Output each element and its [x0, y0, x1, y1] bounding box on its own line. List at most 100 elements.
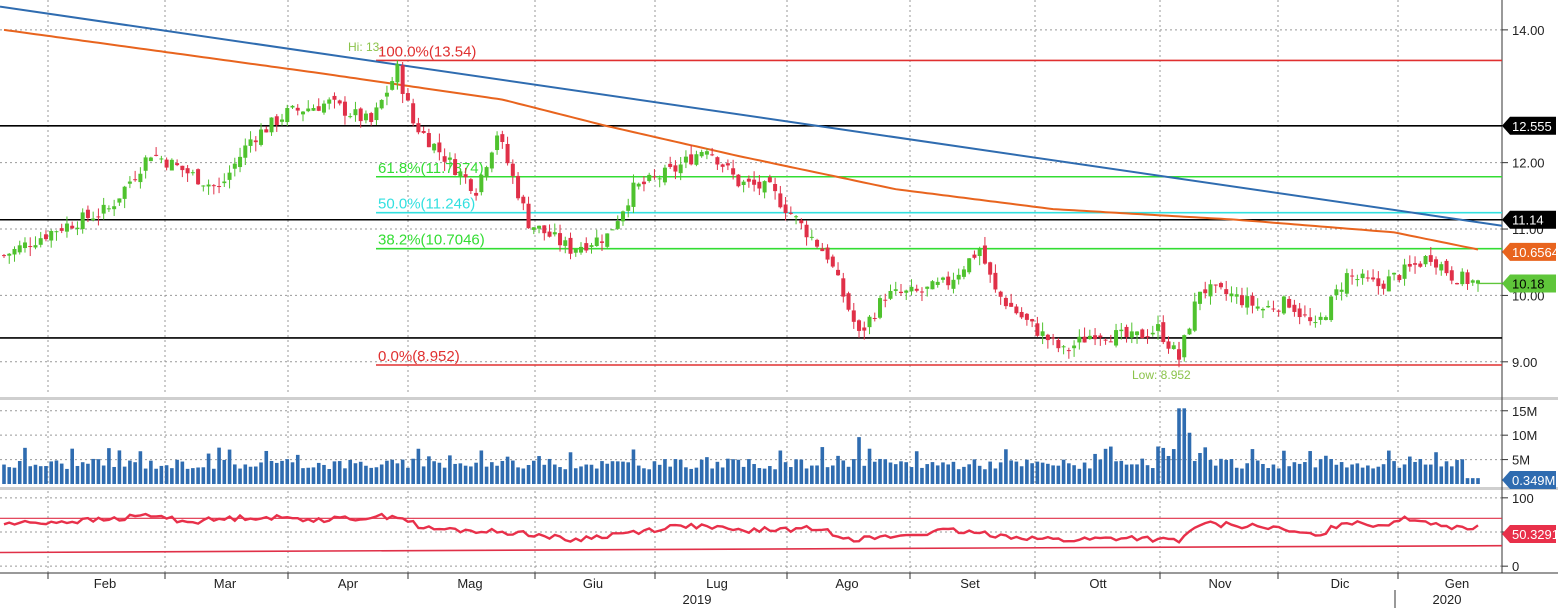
- candle-body: [1229, 293, 1234, 297]
- candle-body: [1302, 314, 1307, 316]
- volume-bar: [794, 459, 798, 484]
- price-badge-label: 11.14: [1512, 213, 1544, 228]
- volume-bar: [1318, 459, 1323, 484]
- volume-bar: [1072, 465, 1076, 484]
- candle-body: [437, 142, 442, 153]
- volume-bar: [820, 447, 825, 484]
- volume-bar: [421, 466, 426, 484]
- candle-body: [846, 293, 851, 310]
- volume-bar: [983, 469, 987, 484]
- volume-bar: [1381, 464, 1386, 484]
- x-tick-label: Ago: [835, 576, 858, 591]
- candle-body: [599, 241, 604, 243]
- candle-body: [400, 65, 405, 94]
- candle-body: [80, 212, 85, 230]
- candle-body: [626, 205, 631, 211]
- candle-body: [253, 140, 258, 143]
- volume-bar: [1313, 467, 1318, 484]
- candle-body: [815, 239, 820, 247]
- volume-bar: [185, 468, 190, 484]
- x-tick-label: Giu: [583, 576, 603, 591]
- candle-body: [217, 186, 222, 188]
- candle-body: [321, 103, 326, 113]
- candle-body: [851, 310, 856, 322]
- candle-body: [384, 92, 389, 97]
- volume-bar: [951, 461, 956, 484]
- candle-body: [652, 176, 657, 178]
- volume-tick-label: 10M: [1512, 428, 1537, 443]
- candle-body: [699, 151, 704, 157]
- volume-bar: [337, 461, 342, 484]
- volume-bar: [857, 437, 861, 484]
- volume-bar: [909, 467, 914, 484]
- volume-bar: [406, 467, 410, 484]
- candle-body: [752, 179, 757, 185]
- candle-body: [1276, 310, 1281, 312]
- volume-bar: [1208, 459, 1213, 484]
- candle-body: [342, 101, 347, 116]
- trendline: [0, 5, 1503, 227]
- candle-body: [951, 279, 956, 289]
- volume-bar: [390, 459, 394, 484]
- volume-bar: [191, 468, 195, 484]
- candle-body: [474, 192, 479, 196]
- candle-body: [909, 286, 914, 292]
- volume-bar: [893, 464, 898, 484]
- candle-body: [222, 181, 227, 184]
- volume-bar: [332, 461, 337, 484]
- volume-bar: [1292, 462, 1297, 484]
- volume-bar: [285, 459, 290, 484]
- candle-body: [558, 233, 563, 246]
- panel-borders: [0, 0, 1558, 574]
- price-badge-label: 10.6564: [1512, 245, 1558, 260]
- volume-bar: [65, 468, 69, 484]
- volume-bar: [668, 466, 672, 484]
- support-resistance-lines: [0, 125, 1502, 339]
- volume-bar: [101, 465, 106, 484]
- volume-bar: [1182, 408, 1187, 484]
- volume-bar: [469, 466, 473, 484]
- volume-bar: [1030, 463, 1034, 484]
- volume-bar: [143, 468, 148, 484]
- volume-bar: [532, 460, 536, 484]
- candle-body: [248, 139, 253, 146]
- candle-body: [1035, 323, 1040, 336]
- oscillator-badge: [1502, 525, 1556, 543]
- candle-body: [799, 220, 804, 224]
- candle-body: [1355, 279, 1360, 281]
- volume-bar: [91, 458, 95, 484]
- candle-body: [1161, 322, 1166, 343]
- candle-body: [1271, 308, 1276, 310]
- candles-layer: [2, 60, 1480, 368]
- volume-bar: [233, 464, 237, 484]
- volume-bar: [1109, 446, 1113, 484]
- volume-bar: [552, 464, 557, 484]
- candle-body: [862, 327, 867, 331]
- candle-body: [1135, 331, 1140, 336]
- candle-body: [1114, 330, 1119, 346]
- candle-body: [710, 154, 715, 156]
- volume-bar: [479, 450, 484, 484]
- candle-body: [28, 246, 33, 248]
- candle-body: [442, 156, 447, 162]
- candle-body: [804, 224, 809, 238]
- candle-body: [12, 248, 17, 255]
- volume-bar: [925, 464, 930, 484]
- candle-body: [993, 272, 998, 290]
- candle-body: [704, 151, 709, 155]
- fibonacci-label: 61.8%(11.7874): [378, 160, 484, 177]
- candle-body: [526, 203, 531, 229]
- volume-bar: [458, 463, 463, 484]
- volume-bar: [348, 459, 353, 484]
- volume-bar: [573, 468, 578, 484]
- volume-bar: [846, 466, 851, 484]
- candle-body: [1066, 350, 1071, 352]
- volume-bar: [175, 459, 179, 484]
- candle-body: [290, 105, 295, 108]
- candle-body: [348, 116, 353, 118]
- candle-body: [820, 248, 825, 252]
- candle-body: [1402, 264, 1407, 279]
- volume-bar: [395, 463, 400, 484]
- volume-bar: [631, 449, 636, 484]
- volume-bar: [133, 462, 137, 484]
